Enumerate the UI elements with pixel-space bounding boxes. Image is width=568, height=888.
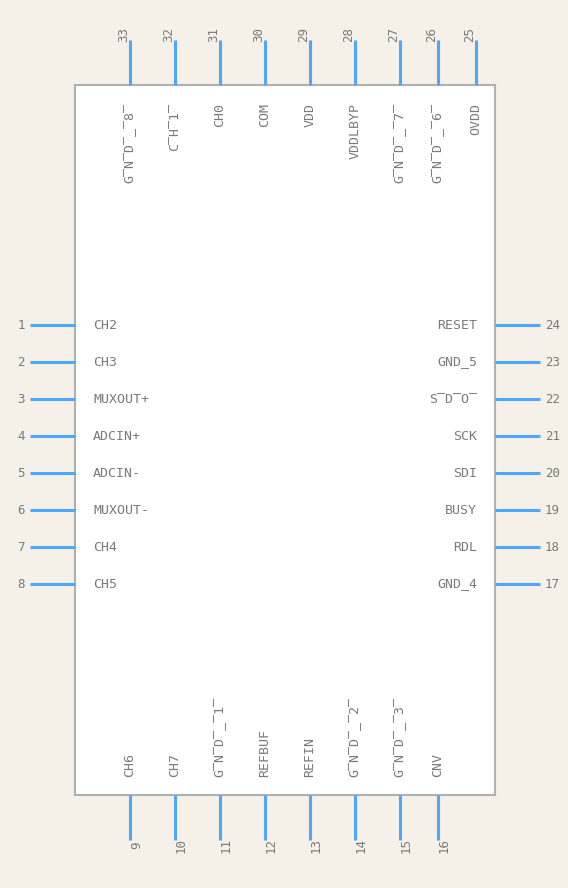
Text: REFIN: REFIN: [303, 737, 316, 777]
Text: CNV: CNV: [432, 753, 445, 777]
Text: VDD: VDD: [303, 103, 316, 127]
Text: 11: 11: [220, 837, 233, 852]
Text: G̅N̅D̅_̅8̅: G̅N̅D̅_̅8̅: [123, 103, 136, 183]
Text: C̅H̅1̅: C̅H̅1̅: [169, 103, 182, 151]
Text: GND_4: GND_4: [437, 577, 477, 591]
Text: CH0: CH0: [214, 103, 227, 127]
Text: CH5: CH5: [93, 577, 117, 591]
Text: 28: 28: [342, 28, 355, 43]
Text: 25: 25: [463, 28, 476, 43]
Text: CH6: CH6: [123, 753, 136, 777]
Bar: [75, 85, 495, 795]
Text: 27: 27: [387, 28, 400, 43]
Text: 19: 19: [545, 503, 560, 517]
Text: 21: 21: [545, 430, 560, 442]
Text: 12: 12: [265, 837, 278, 852]
Text: G̅N̅D̅_̅1̅: G̅N̅D̅_̅1̅: [214, 697, 227, 777]
Text: 14: 14: [355, 837, 368, 852]
Text: 7: 7: [18, 541, 25, 553]
Text: CH2: CH2: [93, 319, 117, 331]
Text: 17: 17: [545, 577, 560, 591]
Text: OVDD: OVDD: [470, 103, 482, 135]
Text: CH4: CH4: [93, 541, 117, 553]
Text: BUSY: BUSY: [445, 503, 477, 517]
Text: ADCIN+: ADCIN+: [93, 430, 141, 442]
Text: MUXOUT+: MUXOUT+: [93, 392, 149, 406]
Text: 1: 1: [18, 319, 25, 331]
Text: CH7: CH7: [169, 753, 182, 777]
Text: 33: 33: [117, 28, 130, 43]
Text: S̅D̅O̅: S̅D̅O̅: [429, 392, 477, 406]
Text: 4: 4: [18, 430, 25, 442]
Text: 24: 24: [545, 319, 560, 331]
Text: 13: 13: [310, 837, 323, 852]
Text: 5: 5: [18, 466, 25, 480]
Text: 2: 2: [18, 355, 25, 369]
Text: 6: 6: [18, 503, 25, 517]
Text: GND_5: GND_5: [437, 355, 477, 369]
Text: 10: 10: [175, 837, 188, 852]
Text: 3: 3: [18, 392, 25, 406]
Text: G̅N̅D̅_̅2̅: G̅N̅D̅_̅2̅: [349, 697, 361, 777]
Text: 22: 22: [545, 392, 560, 406]
Text: 29: 29: [297, 28, 310, 43]
Text: 15: 15: [400, 837, 413, 852]
Text: RDL: RDL: [453, 541, 477, 553]
Text: 16: 16: [438, 837, 451, 852]
Text: G̅N̅D̅_̅6̅: G̅N̅D̅_̅6̅: [432, 103, 445, 183]
Text: SDI: SDI: [453, 466, 477, 480]
Text: 32: 32: [162, 28, 175, 43]
Text: CH3: CH3: [93, 355, 117, 369]
Text: 20: 20: [545, 466, 560, 480]
Text: REFBUF: REFBUF: [258, 729, 272, 777]
Text: G̅N̅D̅_̅7̅: G̅N̅D̅_̅7̅: [394, 103, 407, 183]
Text: 18: 18: [545, 541, 560, 553]
Text: 9: 9: [130, 841, 143, 849]
Text: SCK: SCK: [453, 430, 477, 442]
Text: 8: 8: [18, 577, 25, 591]
Text: 26: 26: [425, 28, 438, 43]
Text: COM: COM: [258, 103, 272, 127]
Text: 30: 30: [252, 28, 265, 43]
Text: 23: 23: [545, 355, 560, 369]
Text: G̅N̅D̅_̅3̅: G̅N̅D̅_̅3̅: [394, 697, 407, 777]
Text: 31: 31: [207, 28, 220, 43]
Text: RESET: RESET: [437, 319, 477, 331]
Text: VDDLBYP: VDDLBYP: [349, 103, 361, 159]
Text: MUXOUT-: MUXOUT-: [93, 503, 149, 517]
Text: ADCIN-: ADCIN-: [93, 466, 141, 480]
